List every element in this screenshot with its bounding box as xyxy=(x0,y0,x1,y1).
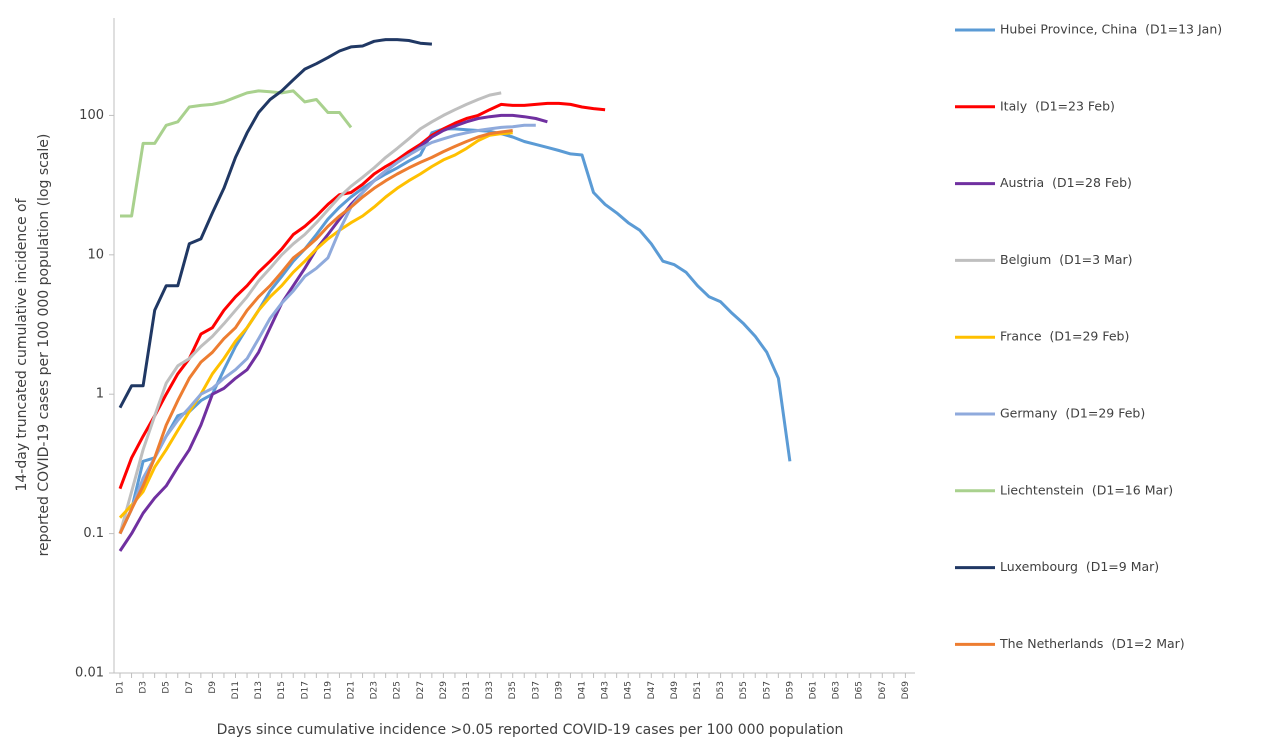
x-tick-label: D11 xyxy=(231,681,241,699)
x-tick-label: D53 xyxy=(716,681,726,699)
legend-label: Italy (D1=23 Feb) xyxy=(1000,98,1115,113)
series-line xyxy=(118,38,433,409)
x-tick-label: D49 xyxy=(670,681,680,700)
series-line xyxy=(118,101,606,490)
x-tick-label: D45 xyxy=(624,681,634,699)
x-tick-label: D67 xyxy=(878,681,888,699)
legend-label: Liechtenstein (D1=16 Mar) xyxy=(1000,482,1173,497)
x-axis-label: Days since cumulative incidence >0.05 re… xyxy=(217,722,844,738)
x-tick-label: D27 xyxy=(416,681,426,699)
y-tick-label: 100 xyxy=(79,108,104,123)
series-line xyxy=(118,91,502,534)
y-axis-label: reported COVID-19 cases per 100 000 popu… xyxy=(36,134,52,557)
x-tick-label: D5 xyxy=(162,681,172,694)
series-line xyxy=(118,131,513,519)
series-line xyxy=(118,129,513,535)
x-tick-label: D31 xyxy=(462,681,472,699)
x-tick-label: D19 xyxy=(323,681,333,700)
legend-label: Belgium (D1=3 Mar) xyxy=(1000,252,1133,267)
legend-label: Hubei Province, China (D1=13 Jan) xyxy=(1000,22,1222,37)
x-tick-label: D7 xyxy=(185,681,195,694)
x-tick-label: D1 xyxy=(116,681,126,694)
x-tick-label: D61 xyxy=(809,681,819,699)
x-tick-label: D39 xyxy=(554,681,564,700)
y-axis-label: 14-day truncated cumulative incidence of xyxy=(14,197,30,491)
x-tick-label: D33 xyxy=(485,681,495,699)
x-tick-label: D55 xyxy=(739,681,749,699)
x-tick-label: D9 xyxy=(208,681,218,694)
x-tick-label: D15 xyxy=(277,681,287,699)
y-tick-label: 1 xyxy=(96,387,104,402)
x-tick-label: D23 xyxy=(370,681,380,699)
series-line xyxy=(120,89,353,218)
x-tick-label: D51 xyxy=(693,681,703,699)
x-tick-label: D37 xyxy=(531,681,541,699)
legend-label: France (D1=29 Feb) xyxy=(1000,329,1129,344)
series-line xyxy=(118,113,548,552)
y-tick-label: 0.01 xyxy=(75,666,104,681)
x-tick-label: D63 xyxy=(832,681,842,699)
x-tick-label: D65 xyxy=(855,681,865,699)
x-tick-label: D43 xyxy=(601,681,611,699)
y-tick-label: 0.1 xyxy=(83,526,104,541)
x-tick-label: D17 xyxy=(300,681,310,699)
x-tick-label: D41 xyxy=(578,681,588,699)
series-line xyxy=(118,123,536,535)
x-tick-label: D59 xyxy=(785,681,795,700)
legend-label: The Netherlands (D1=2 Mar) xyxy=(999,636,1185,651)
x-tick-label: D35 xyxy=(508,681,518,699)
x-tick-label: D21 xyxy=(347,681,357,699)
series-line xyxy=(118,127,792,535)
x-tick-label: D3 xyxy=(139,681,149,694)
x-tick-label: D69 xyxy=(901,681,911,700)
legend-label: Germany (D1=29 Feb) xyxy=(1000,406,1145,421)
y-tick-label: 10 xyxy=(87,247,104,262)
x-tick-label: D25 xyxy=(393,681,403,699)
x-tick-label: D29 xyxy=(439,681,449,700)
x-tick-label: D13 xyxy=(254,681,264,699)
legend-label: Austria (D1=28 Feb) xyxy=(1000,175,1132,190)
x-tick-label: D47 xyxy=(647,681,657,699)
x-tick-label: D57 xyxy=(762,681,772,699)
legend-label: Luxembourg (D1=9 Mar) xyxy=(1000,559,1159,574)
